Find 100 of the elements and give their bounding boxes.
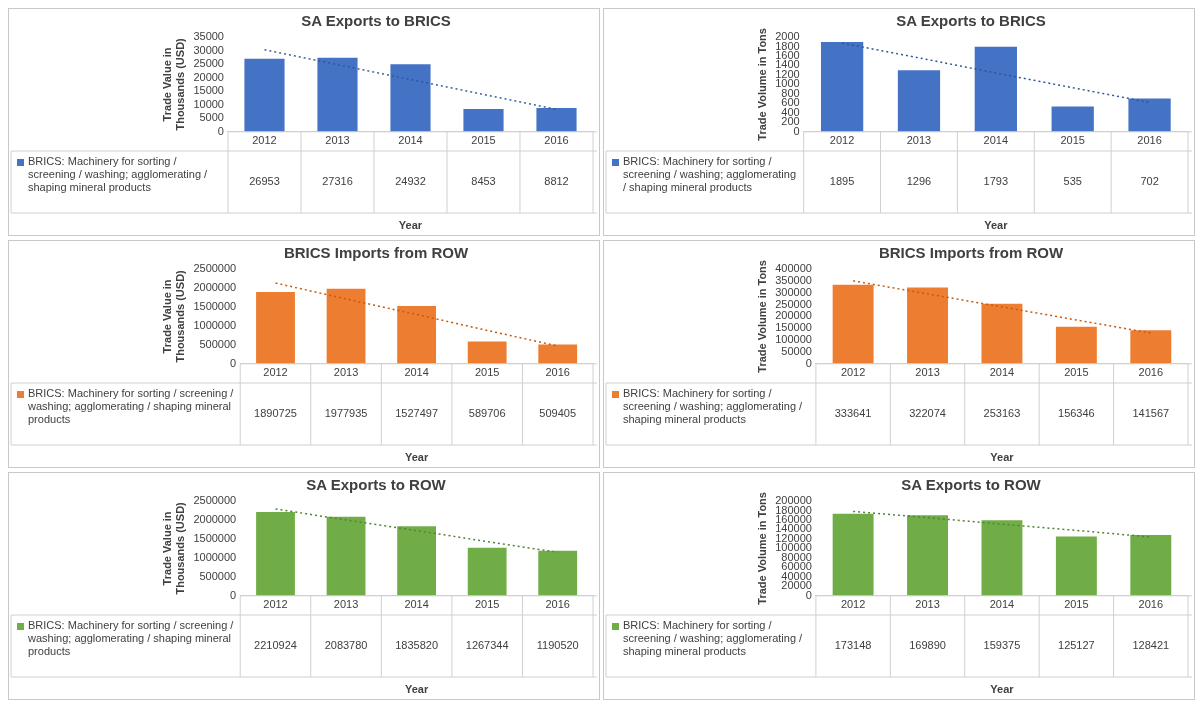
bar [326,288,366,364]
x-axis-title: Year [404,683,429,696]
x-axis-title: Year [990,451,1015,464]
x-tick-label: 2015 [474,598,500,611]
data-label: 1296 [906,175,932,188]
y-tick-label: 200000 [775,309,812,322]
y-tick-label: 500000 [199,569,237,582]
line-series [852,280,1152,334]
chart-title: SA Exports to BRICS [896,12,1046,30]
x-tick-label: 2016 [1138,366,1164,379]
bar [907,287,948,364]
data-label: 8812 [544,175,569,188]
data-label: 1527497 [395,407,439,420]
y-tick-label: 400000 [775,262,812,275]
bar [820,41,864,132]
x-tick-label: 2013 [325,134,350,147]
bar [981,303,1023,364]
x-tick-label: 2016 [545,366,570,379]
data-label: 1190520 [536,639,579,652]
legend-label: BRICS: Machinery for sorting / screening / washing; agglomerating / shaping mineral products [28,154,209,193]
bar [1055,326,1097,364]
data-label: 1835820 [395,639,439,652]
x-tick-label: 2012 [840,598,866,611]
bar [467,547,507,596]
x-tick-label: 2016 [1138,598,1164,611]
legend-label: BRICS: Machinery for sorting / screening / washing; agglomerating / shaping mineral products [623,618,804,657]
x-tick-label: 2014 [404,598,429,611]
bar [897,70,941,132]
x-axis-title: Year [990,683,1015,696]
x-tick-label: 2015 [1064,366,1089,379]
x-tick-label: 2013 [333,366,359,379]
legend-label: BRICS: Machinery for sorting / screening / washing; agglomerating / shaping mineral products [623,154,797,193]
x-axis-title: Year [404,451,429,464]
data-label: 169890 [909,639,946,652]
bar [390,64,431,132]
bar [974,46,1017,132]
x-tick-label: 2014 [989,598,1015,611]
data-label: 159375 [983,639,1021,652]
y-tick-label: 10000 [193,97,224,110]
data-label: 27316 [322,175,353,188]
x-tick-label: 2015 [474,366,500,379]
bar [397,526,437,596]
data-label: 1895 [829,175,855,188]
y-tick-label: 350000 [775,273,812,286]
y-tick-label: 0 [230,356,237,369]
x-tick-label: 2013 [915,598,940,611]
data-label: 156346 [1058,407,1095,420]
x-tick-label: 2014 [404,366,429,379]
y-tick-label: 500000 [199,337,237,350]
y-tick-label: 0 [217,124,224,137]
bar [832,513,874,596]
chart-title: BRICS Imports from ROW [878,244,1064,262]
chart-title: BRICS Imports from ROW [283,244,469,262]
x-tick-label: 2013 [333,598,359,611]
bar [256,292,295,364]
bar [1130,534,1172,596]
y-tick-label: 50000 [781,344,812,357]
y-axis-title: Trade Value in Thousands (USD) [160,269,186,363]
y-tick-label: 30000 [193,43,224,56]
bar [244,58,285,132]
y-tick-label: 15000 [193,84,224,97]
data-label: 1890725 [254,407,297,420]
bar [463,108,504,132]
data-label: 1267344 [465,639,509,652]
y-tick-label: 1000000 [193,550,237,563]
y-tick-label: 0 [230,588,237,601]
y-tick-label: 20000 [193,70,224,83]
x-tick-label: 2015 [1060,134,1085,147]
y-axis-title: Trade Volume in Tons [755,492,768,605]
y-tick-label: 2000000 [193,512,237,525]
y-axis-title: Trade Volume in Tons [755,260,768,373]
y-tick-label: 1500000 [193,299,237,312]
bar [536,107,577,132]
x-tick-label: 2013 [906,134,932,147]
y-axis-title: Trade Volume in Tons [755,28,768,141]
data-label: 8453 [471,175,496,188]
y-tick-label: 1000000 [193,318,237,331]
x-tick-label: 2012 [829,134,855,147]
x-tick-label: 2012 [263,598,288,611]
data-label: 173148 [834,639,872,652]
line-series [274,282,559,347]
bar [397,305,437,364]
bar [317,57,358,132]
y-tick-label: 0 [805,356,812,369]
x-tick-label: 2013 [915,366,940,379]
y-tick-label: 2500000 [193,494,237,507]
bar [467,341,507,364]
line-series [263,48,558,111]
data-label: 509405 [539,407,577,420]
y-tick-label: 100000 [775,333,812,346]
data-label: 1793 [983,175,1009,188]
data-label: 2083780 [324,639,368,652]
data-label: 322074 [909,407,946,420]
bar [326,516,366,596]
data-label: 535 [1063,175,1082,188]
y-tick-label: 2500000 [193,262,237,275]
line-series [852,510,1152,538]
bar [538,344,578,364]
legend-label: BRICS: Machinery for sorting / screening / washing; agglomerating / shaping mineral products [27,386,235,425]
data-label: 2210924 [254,639,297,652]
